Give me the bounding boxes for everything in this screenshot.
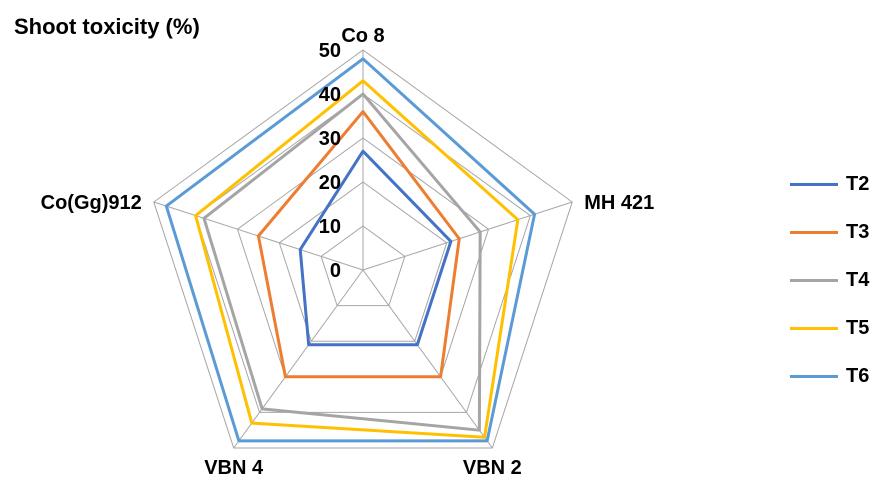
axis-label: Co(Gg)912: [41, 192, 142, 214]
legend-label: T5: [846, 316, 870, 339]
radar-spokes: [153, 50, 573, 449]
tick-label: 0: [330, 260, 341, 282]
grid-ring: [320, 225, 406, 307]
radar-series: [164, 57, 537, 443]
legend-item: T5: [790, 304, 869, 352]
legend-label: T2: [846, 172, 870, 195]
spoke-line: [362, 201, 573, 271]
tick-label: 30: [319, 128, 341, 150]
legend-item: T6: [790, 352, 869, 400]
legend-label: T3: [846, 220, 870, 243]
axis-label: MH 421: [584, 192, 654, 214]
legend-swatch: [790, 230, 838, 234]
grid-ring: [278, 181, 448, 342]
legend-item: T4: [790, 256, 869, 304]
legend-swatch: [790, 374, 838, 378]
legend-item: T2: [790, 160, 869, 208]
radar-ticks: 0 10 20 30 40 50: [319, 40, 341, 282]
legend-swatch: [790, 326, 838, 330]
tick-label: 40: [319, 84, 341, 106]
series-t3: [256, 110, 461, 379]
tick-label: 10: [319, 216, 341, 238]
series-t5: [194, 79, 520, 439]
legend-swatch: [790, 278, 838, 282]
legend-label: T6: [846, 364, 870, 387]
radar-axis-labels: Co 8 MH 421 VBN 2 VBN 4 Co(Gg)912: [41, 25, 655, 479]
grid-ring: [195, 93, 531, 413]
axis-label: VBN 4: [204, 457, 264, 479]
series-t4: [202, 92, 482, 432]
legend-swatch: [790, 182, 838, 186]
grid-ring: [153, 49, 573, 449]
series-t6: [164, 57, 537, 443]
axis-label: VBN 2: [463, 457, 522, 479]
axis-label: Co 8: [341, 25, 384, 47]
legend-label: T4: [846, 268, 870, 291]
tick-label: 20: [319, 172, 341, 194]
legend-item: T3: [790, 208, 869, 256]
chart-title: Shoot toxicity (%): [14, 14, 200, 39]
series-t2: [298, 149, 453, 347]
legend: T2 T3 T4 T5 T6: [790, 160, 869, 400]
spoke-line: [362, 269, 493, 449]
tick-label: 50: [319, 40, 341, 62]
spoke-line: [233, 269, 364, 449]
